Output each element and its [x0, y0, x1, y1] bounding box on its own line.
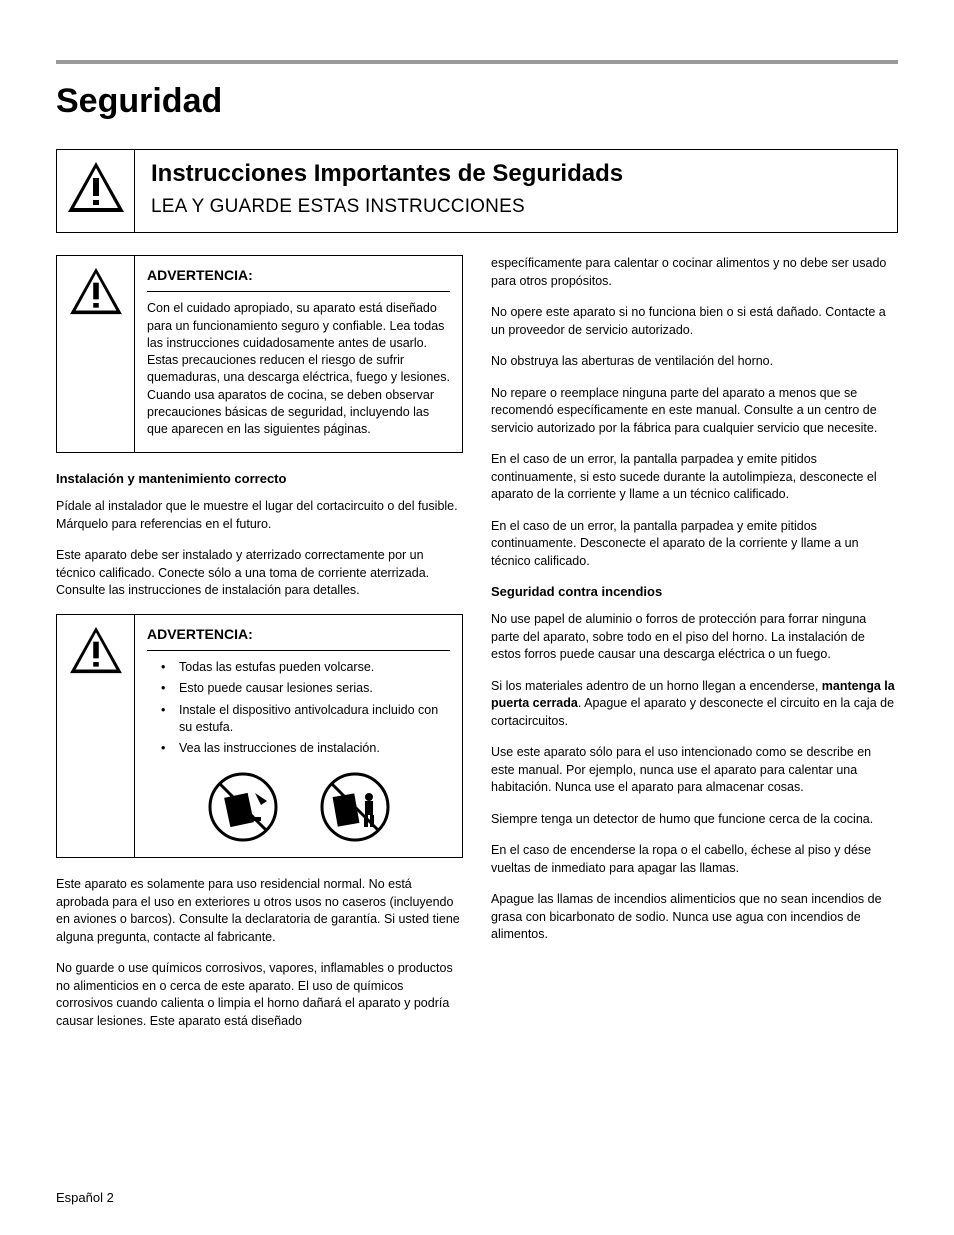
header-warning-icon-cell — [57, 150, 135, 232]
page-footer: Español 2 — [56, 1190, 114, 1205]
body-paragraph: No repare o reemplace ninguna parte del … — [491, 385, 898, 438]
warning-triangle-icon — [66, 160, 126, 214]
body-paragraph: En el caso de un error, la pantalla parp… — [491, 518, 898, 571]
section-heading-fire-safety: Seguridad contra incendios — [491, 584, 898, 599]
list-item: Vea las instrucciones de instalación. — [161, 740, 450, 757]
warning-body: ADVERTENCIA: Todas las estufas pueden vo… — [135, 615, 462, 858]
body-paragraph: En el caso de un error, la pantalla parp… — [491, 451, 898, 504]
warning-body: ADVERTENCIA: Con el cuidado apropiado, s… — [135, 256, 462, 452]
warning-bullet-list: Todas las estufas pueden volcarse. Esto … — [147, 659, 450, 757]
child-stove-tip-prohibition-icon — [319, 771, 391, 843]
body-paragraph: No opere este aparato si no funciona bie… — [491, 304, 898, 339]
body-paragraph: No guarde o use químicos corrosivos, vap… — [56, 960, 463, 1030]
warning-box-1: ADVERTENCIA: Con el cuidado apropiado, s… — [56, 255, 463, 453]
body-paragraph: Siempre tenga un detector de humo que fu… — [491, 811, 898, 829]
body-paragraph: No use papel de aluminio o forros de pro… — [491, 611, 898, 664]
body-paragraph: Si los materiales adentro de un horno ll… — [491, 678, 898, 731]
warning-title: ADVERTENCIA: — [147, 625, 450, 651]
body-paragraph: Este aparato es solamente para uso resid… — [56, 876, 463, 946]
warning-title: ADVERTENCIA: — [147, 266, 450, 292]
body-paragraph: No obstruya las aberturas de ventilación… — [491, 353, 898, 371]
header-subtitle: LEA Y GUARDE ESTAS INSTRUCCIONES — [151, 196, 881, 218]
top-rule — [56, 60, 898, 64]
tip-over-pictograms — [147, 771, 450, 843]
safety-header-box: Instrucciones Importantes de Seguridads … — [56, 149, 898, 233]
warning-icon-cell — [57, 615, 135, 858]
list-item: Esto puede causar lesiones serias. — [161, 680, 450, 697]
warning-triangle-icon — [68, 266, 124, 316]
header-title: Instrucciones Importantes de Seguridads — [151, 160, 881, 188]
body-paragraph: Use este aparato sólo para el uso intenc… — [491, 744, 898, 797]
warning-box-2: ADVERTENCIA: Todas las estufas pueden vo… — [56, 614, 463, 859]
stove-tip-prohibition-icon — [207, 771, 279, 843]
body-paragraph: específicamente para calentar o cocinar … — [491, 255, 898, 290]
two-column-layout: ADVERTENCIA: Con el cuidado apropiado, s… — [56, 255, 898, 1044]
body-paragraph: Pídale al instalador que le muestre el l… — [56, 498, 463, 533]
body-paragraph: Apague las llamas de incendios alimentic… — [491, 891, 898, 944]
page-title: Seguridad — [56, 82, 898, 121]
body-paragraph: Este aparato debe ser instalado y aterri… — [56, 547, 463, 600]
warning-text: Con el cuidado apropiado, su aparato est… — [147, 300, 450, 438]
body-paragraph: En el caso de encenderse la ropa o el ca… — [491, 842, 898, 877]
left-column: ADVERTENCIA: Con el cuidado apropiado, s… — [56, 255, 463, 1044]
section-heading-installation: Instalación y mantenimiento correcto — [56, 471, 463, 486]
list-item: Todas las estufas pueden volcarse. — [161, 659, 450, 676]
header-text-cell: Instrucciones Importantes de Seguridads … — [135, 150, 897, 232]
warning-icon-cell — [57, 256, 135, 452]
right-column: específicamente para calentar o cocinar … — [491, 255, 898, 1044]
text-span: Si los materiales adentro de un horno ll… — [491, 679, 822, 693]
list-item: Instale el dispositivo antivolcadura inc… — [161, 702, 450, 737]
warning-triangle-icon — [68, 625, 124, 675]
